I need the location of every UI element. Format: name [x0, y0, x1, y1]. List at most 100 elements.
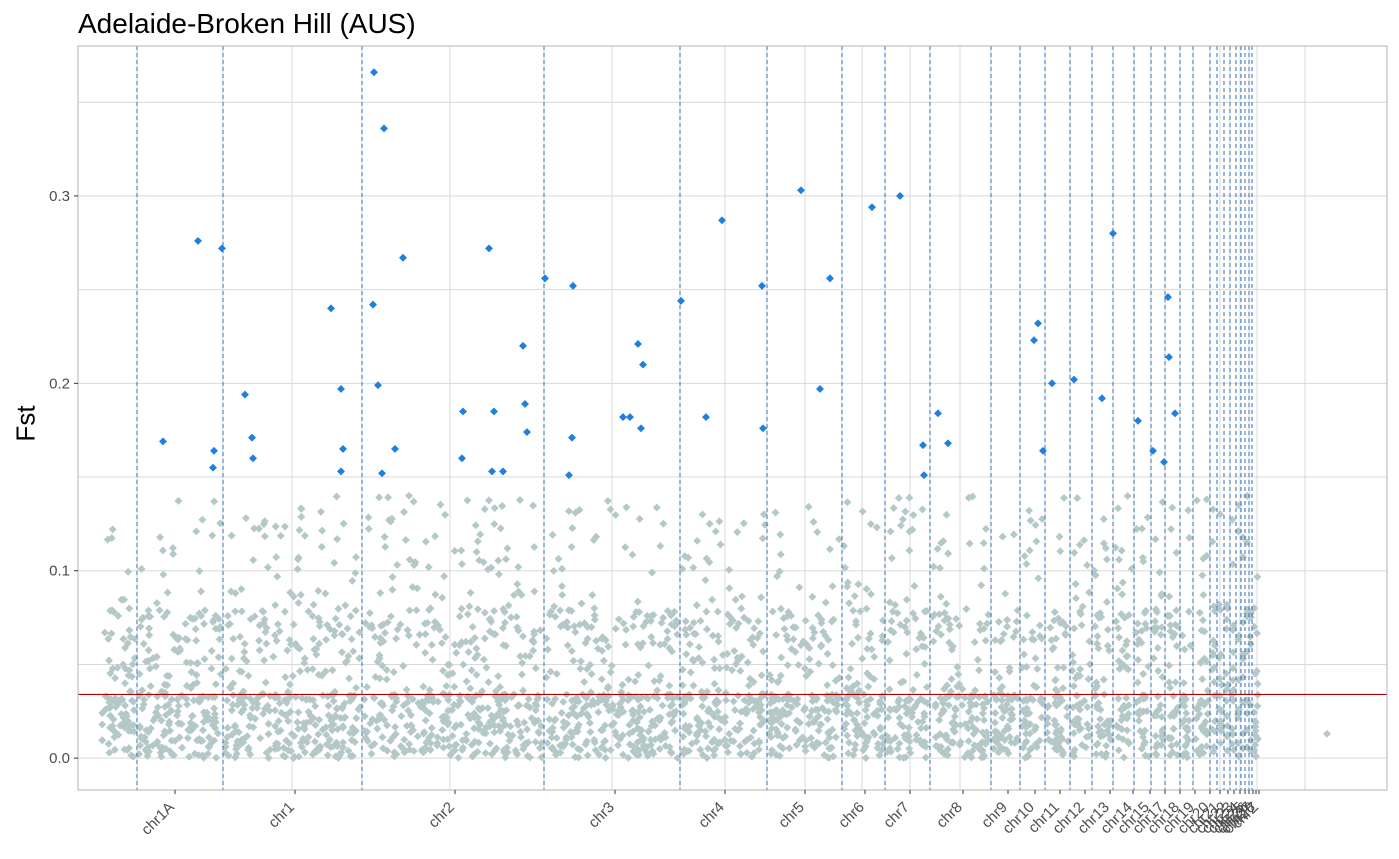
outlier-point [1149, 446, 1157, 455]
data-point [1119, 661, 1128, 670]
data-point [400, 508, 408, 516]
data-point [531, 706, 540, 715]
data-point [567, 647, 576, 655]
data-point [939, 707, 948, 716]
data-point [151, 662, 160, 671]
data-point [428, 655, 437, 664]
data-point [468, 622, 477, 631]
data-point [274, 717, 283, 726]
data-point [444, 696, 453, 704]
data-point [789, 623, 798, 632]
data-point [537, 722, 546, 731]
data-point [167, 695, 176, 704]
data-point [501, 641, 510, 650]
data-point [1120, 613, 1129, 622]
data-point [663, 694, 672, 703]
data-point [885, 746, 894, 755]
data-point [470, 633, 479, 642]
outlier-point [458, 454, 466, 463]
data-point [291, 640, 300, 649]
data-point [129, 697, 138, 706]
data-point [314, 614, 323, 623]
data-point [462, 677, 471, 686]
data-point [895, 713, 904, 722]
data-point [989, 691, 998, 700]
data-point [485, 627, 494, 636]
data-point [1004, 749, 1013, 758]
data-point [119, 634, 128, 643]
outlier-point [241, 390, 249, 399]
data-point [145, 747, 153, 756]
data-point [503, 544, 512, 553]
outlier-point [327, 304, 335, 313]
data-point [297, 512, 306, 521]
data-point [1000, 736, 1009, 744]
data-point [345, 674, 354, 683]
data-point [290, 732, 299, 740]
outlier-point [339, 444, 347, 453]
data-point [174, 496, 183, 505]
x-tick-label: chr4 [695, 799, 728, 832]
data-point [349, 729, 358, 738]
data-point [1198, 571, 1207, 580]
data-point [966, 750, 975, 759]
data-point [369, 693, 378, 702]
data-point [125, 604, 134, 613]
data-point [210, 497, 219, 506]
data-point [246, 711, 254, 720]
data-point [500, 693, 509, 702]
data-point [466, 684, 475, 693]
data-point [1157, 623, 1166, 632]
data-point [901, 734, 910, 743]
data-point [783, 701, 792, 710]
data-point [590, 615, 599, 624]
data-point [295, 526, 304, 535]
data-point [997, 636, 1006, 645]
data-point [1179, 678, 1188, 687]
outlier-point [399, 253, 407, 262]
data-point [537, 739, 546, 748]
data-point [383, 746, 392, 755]
data-point [457, 546, 466, 555]
x-tick-label: chr8 [933, 799, 966, 832]
data-point [1156, 701, 1165, 710]
data-point [308, 665, 317, 674]
outlier-point [210, 446, 218, 455]
data-point [271, 722, 280, 731]
data-point [608, 700, 617, 709]
data-point [639, 707, 648, 716]
data-point [1022, 729, 1030, 738]
data-point [1093, 632, 1102, 641]
data-point [545, 726, 554, 735]
data-point [317, 542, 326, 551]
x-tick-label: chr7 [880, 799, 913, 832]
data-point [323, 620, 332, 629]
outlier-point [378, 469, 386, 478]
data-point [981, 636, 990, 645]
data-point [318, 725, 327, 734]
data-point [894, 494, 903, 503]
data-point [958, 701, 967, 710]
data-point [329, 697, 338, 706]
data-point [286, 640, 295, 649]
outlier-point [490, 407, 498, 416]
data-point [1060, 493, 1068, 502]
x-tick-label: chr6 [835, 799, 868, 832]
data-point [618, 680, 627, 689]
data-point [456, 720, 465, 729]
data-point [285, 680, 294, 689]
data-point [776, 550, 785, 559]
data-point [329, 720, 338, 729]
data-point [895, 739, 904, 748]
data-point [351, 606, 360, 615]
data-point [534, 728, 543, 737]
data-point [486, 739, 494, 748]
data-point [272, 553, 281, 562]
data-point [405, 555, 414, 564]
data-point [189, 680, 198, 689]
data-point [407, 721, 416, 730]
data-point [426, 739, 435, 748]
data-point [332, 738, 341, 747]
data-point [577, 709, 586, 718]
data-point [330, 558, 339, 567]
